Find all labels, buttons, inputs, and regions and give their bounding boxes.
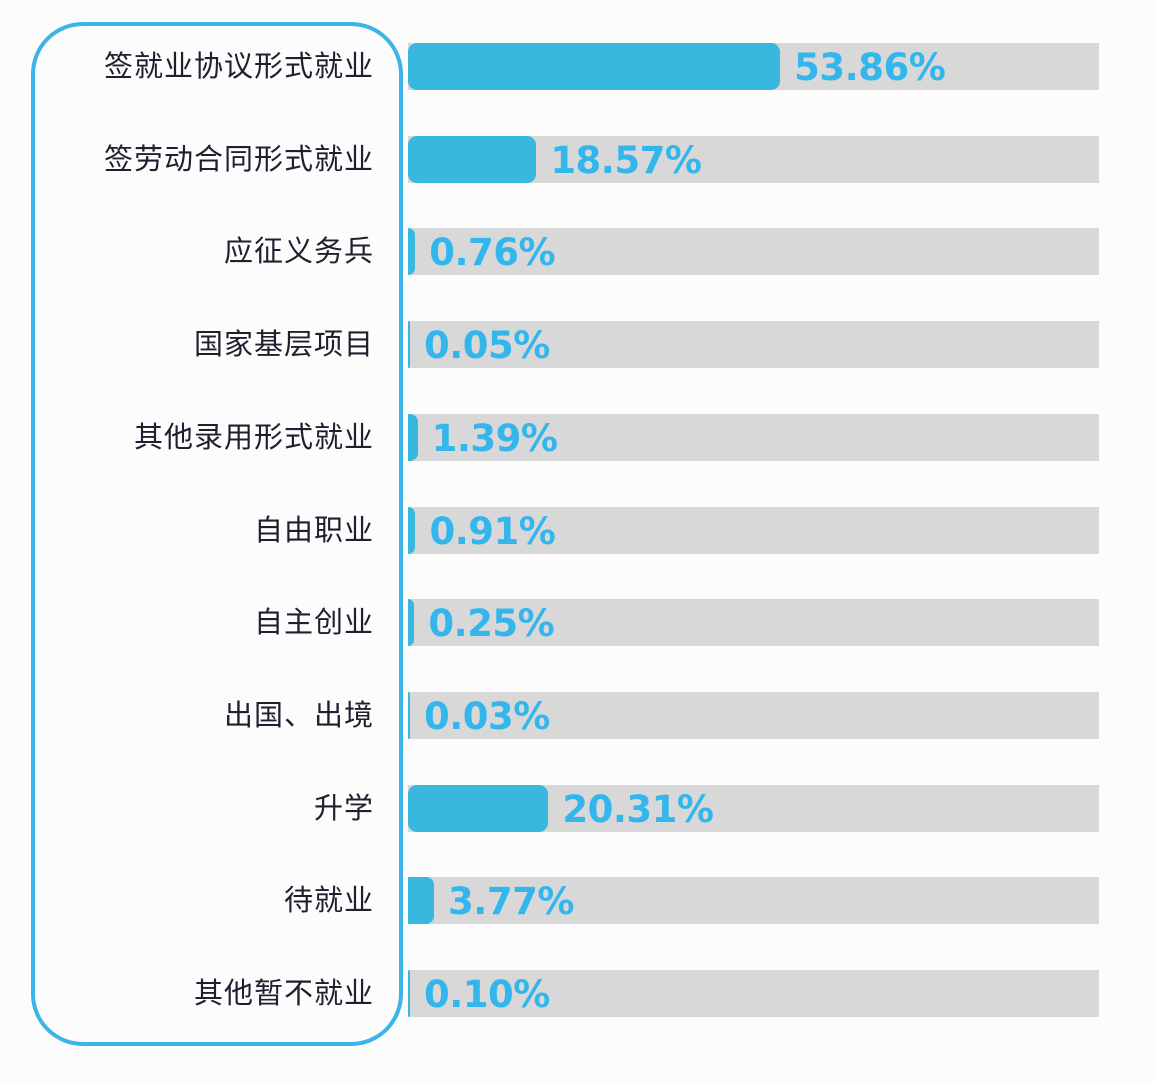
value-label: 1.39% [431,416,558,460]
bar-fill [408,599,415,647]
category-label: 签劳动合同形式就业 [103,141,374,176]
bar-fill [408,877,435,925]
category-label: 其他暂不就业 [193,976,374,1010]
value-label: 3.77% [448,880,574,924]
value-label: 53.86% [794,46,946,89]
category-label: 待就业 [283,883,374,918]
value-label: 0.10% [424,973,550,1016]
category-label-frame [31,22,403,1046]
category-label: 自主创业 [253,605,374,640]
category-label: 国家基层项目 [193,327,374,362]
bar-track [408,135,1099,183]
bar-fill [408,321,410,369]
value-label: 0.91% [429,509,556,553]
bar-track [408,599,1099,647]
category-label: 其他录用形式就业 [133,419,374,454]
bar-row-9: 升学 20.31% [0,784,1154,832]
bar-fill [408,228,416,276]
category-label: 出国、出境 [223,697,374,732]
bar-row-6: 自由职业 0.91% [0,506,1154,554]
bar-fill [408,970,410,1017]
value-label: 0.03% [424,694,550,738]
bar-track [408,970,1099,1017]
bar-track [408,877,1099,925]
category-label: 签就业协议形式就业 [103,49,374,83]
bar-row-8: 出国、出境 0.03% [0,691,1154,739]
bar-row-2: 签劳动合同形式就业 18.57% [0,135,1154,183]
bar-fill [408,413,418,461]
value-label: 0.76% [429,231,556,275]
bar-track [408,413,1099,461]
bar-row-5: 其他录用形式就业 1.39% [0,413,1154,461]
bar-track [408,784,1099,832]
value-label: 18.57% [550,138,702,182]
category-label: 升学 [313,790,374,825]
bar-row-10: 待就业 3.77% [0,877,1154,925]
bar-row-1: 签就业协议形式就业 53.86% [0,43,1154,90]
bar-row-11: 其他暂不就业 0.10% [0,970,1154,1017]
bar-fill [408,43,781,90]
bar-fill [408,784,549,832]
bar-track [408,506,1099,554]
bar-track [408,43,1099,90]
bar-row-3: 应征义务兵 0.76% [0,228,1154,276]
bar-fill [408,691,410,739]
bar-track [408,228,1099,276]
value-label: 0.25% [428,602,555,646]
category-label: 应征义务兵 [223,234,374,269]
bar-track [408,691,1099,739]
bar-fill [408,135,537,183]
value-label: 20.31% [562,787,714,831]
bar-track [408,321,1099,369]
bar-fill [408,506,416,554]
category-label: 自由职业 [253,512,374,547]
bar-row-4: 国家基层项目 0.05% [0,321,1154,369]
bar-row-7: 自主创业 0.25% [0,599,1154,647]
value-label: 0.05% [424,324,550,368]
